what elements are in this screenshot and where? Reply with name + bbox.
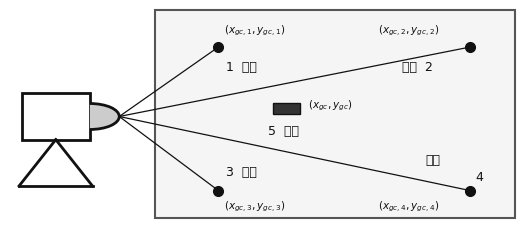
Text: 3  已知: 3 已知: [226, 166, 257, 179]
Text: 已知  2: 已知 2: [402, 61, 433, 74]
Text: $(x_{gc},y_{gc})$: $(x_{gc},y_{gc})$: [308, 99, 352, 113]
Bar: [156, 10, 515, 218]
Bar: [274, 103, 300, 114]
Text: $(x_{gc,3},y_{gc,3})$: $(x_{gc,3},y_{gc,3})$: [224, 199, 285, 214]
Text: 1  已知: 1 已知: [226, 61, 257, 74]
Polygon shape: [90, 103, 119, 130]
Text: 5  未知: 5 未知: [268, 125, 299, 138]
Text: $(x_{gc,4},y_{gc,4})$: $(x_{gc,4},y_{gc,4})$: [378, 199, 440, 214]
Text: $(x_{gc,2},y_{gc,2})$: $(x_{gc,2},y_{gc,2})$: [378, 23, 440, 38]
Bar: [22, 93, 90, 140]
Text: 已知: 已知: [426, 154, 441, 168]
Text: $(x_{gc,1},y_{gc,1})$: $(x_{gc,1},y_{gc,1})$: [224, 23, 285, 38]
Text: 4: 4: [476, 171, 483, 184]
